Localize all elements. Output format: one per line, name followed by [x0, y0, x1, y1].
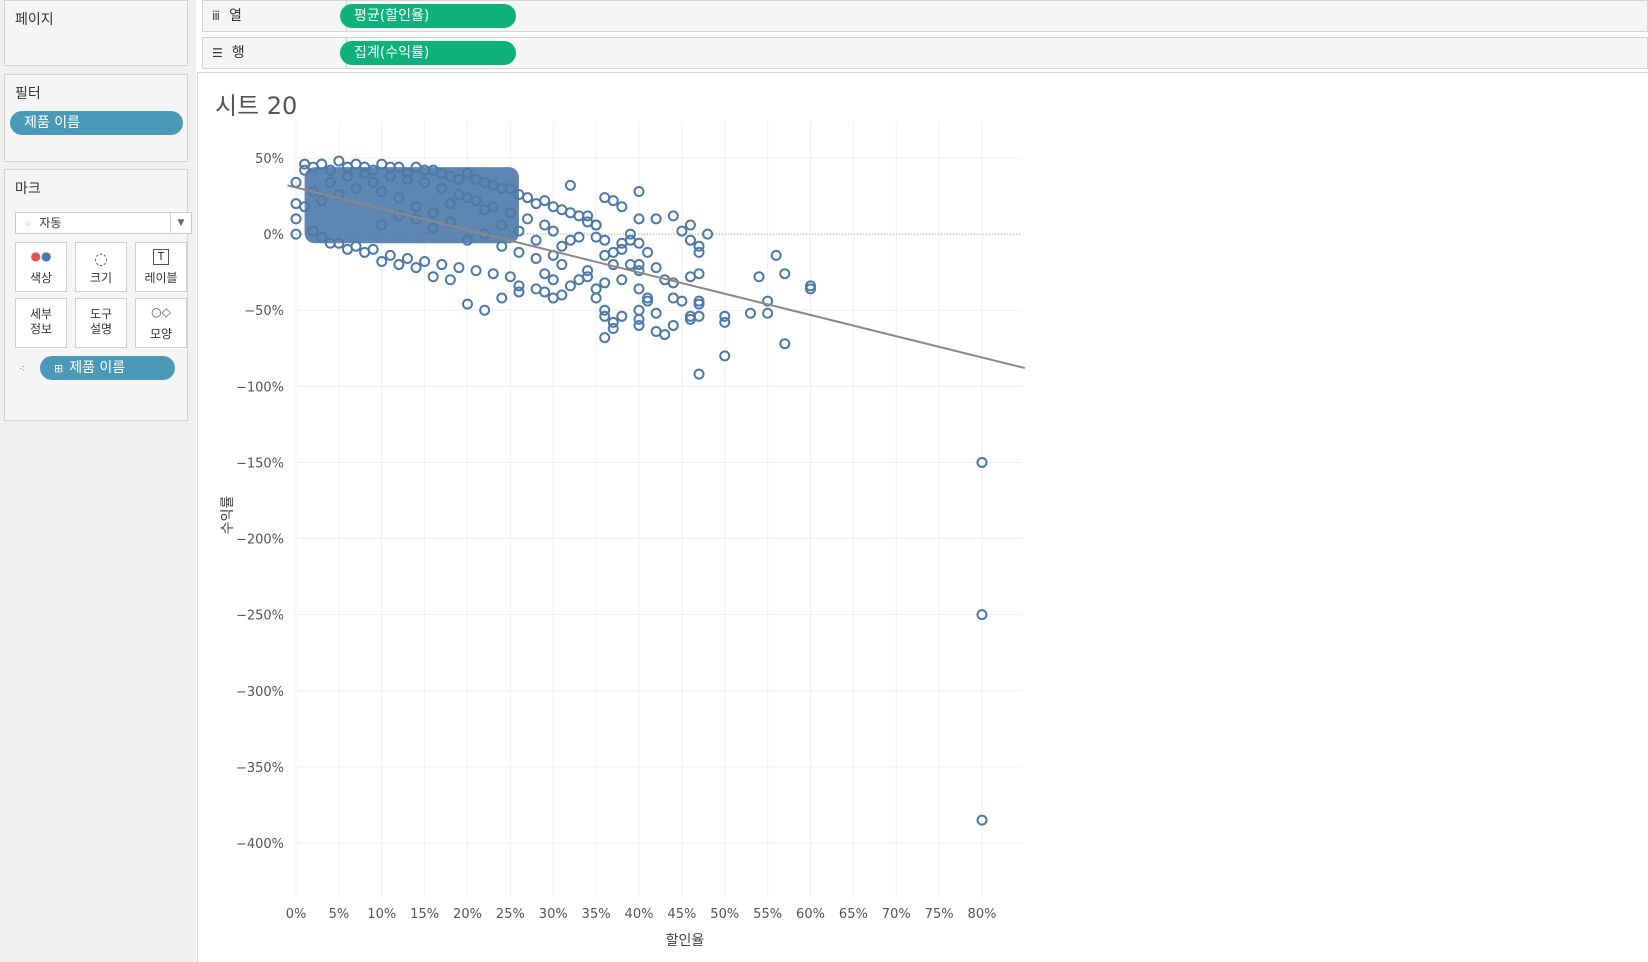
- size-circles-icon: ◌: [94, 249, 108, 268]
- columns-label: 열: [229, 8, 242, 24]
- columns-shelf-label: iii 열: [203, 1, 347, 31]
- mark-button-label: 레이블: [144, 271, 178, 285]
- plus-box-icon: ⊞: [54, 362, 64, 375]
- filters-card: 필터 제품 이름: [4, 74, 188, 162]
- pages-card: 페이지: [4, 0, 188, 66]
- rows-icon: ☰: [212, 46, 223, 60]
- detail-icon: ⁖: [19, 364, 25, 375]
- filters-title: 필터: [15, 86, 41, 102]
- columns-pill[interactable]: 평균(할인율): [340, 4, 516, 28]
- mark-type-dropdown[interactable]: ⁘ 자동 ▼: [15, 212, 192, 234]
- mark-button-label: 크기: [89, 271, 113, 285]
- chevron-down-icon[interactable]: ▼: [170, 213, 191, 233]
- mark-button-label: 세부 정보: [29, 307, 53, 336]
- rows-label: 행: [231, 45, 245, 61]
- rows-pill[interactable]: 집계(수익률): [340, 41, 516, 65]
- mark-button-label: 색상: [29, 271, 53, 285]
- pages-title: 페이지: [15, 12, 54, 28]
- marks-title: 마크: [15, 181, 41, 197]
- mark-button-1[interactable]: ◌ 크기: [75, 242, 127, 292]
- filter-pill-product-name[interactable]: 제품 이름: [10, 111, 183, 135]
- detail-pill-label: 제품 이름: [69, 360, 126, 376]
- mark-button-3[interactable]: 세부 정보: [15, 298, 67, 348]
- sheet-title: 시트 20: [215, 92, 298, 120]
- rows-shelf: ☰ 행 집계(수익률): [202, 37, 1648, 69]
- shape-icon: ○◇: [151, 305, 171, 319]
- mark-button-4[interactable]: 도구 설명: [75, 298, 127, 348]
- color-dots-icon: ●●: [30, 249, 52, 263]
- columns-shelf: iii 열 평균(할인율): [202, 0, 1648, 32]
- columns-icon: iii: [212, 9, 220, 23]
- mark-type-value: 자동: [39, 216, 62, 230]
- rows-shelf-label: ☰ 행: [203, 38, 347, 68]
- detail-pill-product-name[interactable]: ⊞ 제품 이름: [40, 356, 175, 380]
- mark-button-label: 모양: [149, 327, 173, 341]
- label-t-icon: T: [136, 249, 186, 271]
- mark-auto-icon: ⁘: [24, 220, 32, 230]
- mark-button-0[interactable]: ●● 색상: [15, 242, 67, 292]
- mark-button-5[interactable]: ○◇ 모양: [135, 298, 187, 348]
- mark-button-2[interactable]: T 레이블: [135, 242, 187, 292]
- mark-button-label: 도구 설명: [89, 307, 113, 336]
- worksheet-area: [197, 72, 1648, 962]
